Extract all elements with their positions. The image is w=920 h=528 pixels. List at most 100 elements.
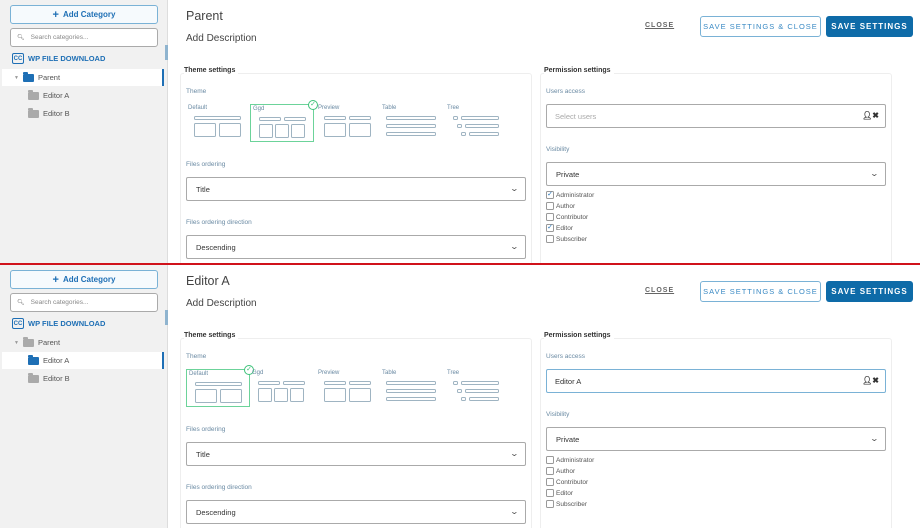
theme-tree[interactable]: Tree: [445, 104, 509, 142]
role-checkbox-author[interactable]: Author: [546, 202, 575, 210]
theme-settings-fieldset: [180, 73, 532, 263]
checkbox[interactable]: [546, 478, 554, 486]
save-settings-close-button[interactable]: SAVE SETTINGS & CLOSE: [700, 281, 821, 302]
theme-tree[interactable]: Tree: [445, 369, 509, 407]
description[interactable]: Add Description: [186, 33, 257, 44]
folder-icon: [28, 89, 39, 100]
plus-icon: +: [52, 273, 59, 286]
add-category-button[interactable]: + Add Category: [10, 270, 158, 289]
tree-item-0[interactable]: ▼ Parent: [2, 334, 164, 351]
tree-item-2[interactable]: Editor B: [2, 105, 164, 122]
chevron-down-icon: ⌄: [869, 169, 880, 178]
close-link[interactable]: CLOSE: [645, 287, 675, 294]
brand-label: WP FILE DOWNLOAD: [28, 54, 106, 63]
theme-name: Table: [382, 370, 397, 376]
permission-settings-legend: Permission settings: [544, 67, 614, 74]
files-ordering-direction-select[interactable]: Descending ⌄: [186, 500, 526, 524]
select-value: Title: [196, 449, 210, 459]
tree-item-label: Editor B: [43, 109, 70, 118]
select-value: Private: [556, 169, 580, 179]
theme-preview[interactable]: Preview: [316, 369, 380, 407]
checkbox[interactable]: ✓: [546, 224, 554, 232]
description[interactable]: Add Description: [186, 298, 257, 309]
tree-item-2[interactable]: Editor B: [2, 370, 164, 387]
theme-settings-legend: Theme settings: [184, 332, 239, 339]
page-title[interactable]: Editor A: [186, 274, 230, 288]
checkbox[interactable]: [546, 500, 554, 508]
role-label: Subscriber: [556, 235, 588, 243]
theme-settings-legend: Theme settings: [184, 67, 239, 74]
brand[interactable]: CC WP FILE DOWNLOAD: [12, 318, 105, 329]
role-checkbox-author[interactable]: Author: [546, 467, 575, 475]
tree-item-label: Editor A: [43, 91, 70, 100]
theme-name: Tree: [447, 105, 460, 111]
caret-down-icon[interactable]: ▼: [14, 339, 19, 346]
theme-table[interactable]: Table: [380, 369, 444, 407]
users-access-value: Select users: [555, 111, 597, 121]
save-settings-button[interactable]: SAVE SETTINGS: [826, 16, 913, 37]
checkbox[interactable]: [546, 202, 554, 210]
caret-down-icon[interactable]: ▼: [14, 74, 19, 81]
checkbox[interactable]: [546, 213, 554, 221]
user-remove-icon[interactable]: 👤︎✖: [862, 111, 879, 120]
folder-icon: [28, 372, 39, 383]
wpfd-logo-icon: CC: [12, 318, 24, 329]
sidebar: + Add Category 🔍︎ Search categories... CC W…: [0, 0, 168, 263]
search-input[interactable]: [11, 294, 157, 311]
tree-item-1[interactable]: Editor A: [2, 87, 164, 104]
files-ordering-direction-select[interactable]: Descending ⌄: [186, 235, 526, 259]
sidebar: + Add Category 🔍︎ Search categories... CC W…: [0, 265, 168, 528]
role-checkbox-subscriber[interactable]: Subscriber: [546, 235, 587, 243]
theme-name: Preview: [318, 105, 340, 111]
visibility-select[interactable]: Private ⌄: [546, 162, 886, 186]
visibility-label: Visibility: [546, 411, 570, 418]
checkbox[interactable]: [546, 235, 554, 243]
theme-default[interactable]: Default: [186, 104, 250, 142]
search-input[interactable]: [11, 29, 157, 46]
checkbox[interactable]: [546, 456, 554, 464]
theme-name: Ggd: [253, 106, 265, 112]
theme-label: Theme: [186, 88, 207, 95]
files-ordering-select[interactable]: Title ⌄: [186, 177, 526, 201]
role-checkbox-administrator[interactable]: ✓ Administrator: [546, 191, 594, 199]
sidebar-scrollbar[interactable]: [165, 45, 168, 60]
save-settings-button[interactable]: SAVE SETTINGS: [826, 281, 913, 302]
role-checkbox-contributor[interactable]: Contributor: [546, 213, 588, 221]
tree-item-1[interactable]: Editor A: [2, 352, 164, 369]
folder-icon: [22, 71, 34, 82]
role-checkbox-editor[interactable]: Editor: [546, 489, 573, 497]
page-title[interactable]: Parent: [186, 9, 223, 23]
theme-table[interactable]: Table: [380, 104, 444, 142]
sidebar-scrollbar[interactable]: [165, 310, 168, 325]
files-ordering-select[interactable]: Title ⌄: [186, 442, 526, 466]
role-checkbox-administrator[interactable]: Administrator: [546, 456, 594, 464]
brand[interactable]: CC WP FILE DOWNLOAD: [12, 53, 105, 64]
theme-name: Default: [189, 371, 209, 377]
search-box: 🔍︎ Search categories...: [10, 293, 158, 312]
theme-default[interactable]: Default ✓: [186, 365, 254, 407]
files-ordering-direction-label: Files ordering direction: [186, 219, 252, 226]
folder-icon: [22, 336, 34, 347]
theme-ggd[interactable]: Ggd ✓: [250, 100, 318, 142]
tree-item-0[interactable]: ▼ Parent: [2, 69, 164, 86]
save-settings-close-button[interactable]: SAVE SETTINGS & CLOSE: [700, 16, 821, 37]
selected-check-icon: ✓: [308, 100, 318, 110]
checkbox[interactable]: [546, 489, 554, 497]
theme-ggd[interactable]: Ggd: [250, 369, 314, 407]
theme-preview[interactable]: Preview: [316, 104, 380, 142]
folder-icon: [28, 354, 39, 365]
users-access-input[interactable]: Select users 👤︎✖: [546, 104, 886, 128]
role-label: Contributor: [556, 213, 589, 221]
checkbox[interactable]: ✓: [546, 191, 554, 199]
users-access-input[interactable]: Editor A 👤︎✖: [546, 369, 886, 393]
files-ordering-label: Files ordering: [186, 426, 226, 433]
add-category-button[interactable]: + Add Category: [10, 5, 158, 24]
visibility-select[interactable]: Private ⌄: [546, 427, 886, 451]
role-checkbox-contributor[interactable]: Contributor: [546, 478, 588, 486]
checkbox[interactable]: [546, 467, 554, 475]
close-link[interactable]: CLOSE: [645, 22, 675, 29]
permission-settings-fieldset: [540, 73, 892, 263]
role-checkbox-subscriber[interactable]: Subscriber: [546, 500, 587, 508]
user-remove-icon[interactable]: 👤︎✖: [862, 376, 879, 385]
role-checkbox-editor[interactable]: ✓ Editor: [546, 224, 573, 232]
